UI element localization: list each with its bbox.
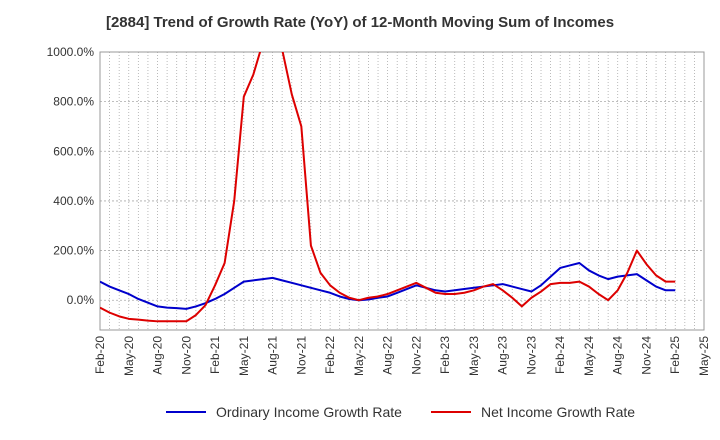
plot-border bbox=[99, 51, 705, 331]
x-tick-label: Feb-24 bbox=[553, 336, 567, 374]
x-tick-label: Feb-21 bbox=[208, 336, 222, 374]
y-tick-label: 200.0% bbox=[53, 244, 94, 258]
legend-swatch-ordinary-income bbox=[166, 411, 206, 413]
legend-item-net-income: Net Income Growth Rate bbox=[431, 404, 635, 420]
legend-label-ordinary-income: Ordinary Income Growth Rate bbox=[216, 404, 402, 420]
x-tick-label: Aug-22 bbox=[381, 336, 395, 375]
series-group bbox=[100, 52, 676, 323]
legend-swatch-net-income bbox=[431, 411, 471, 413]
x-tick-label: May-25 bbox=[697, 336, 711, 376]
x-tick-label: May-23 bbox=[467, 336, 481, 376]
x-tick-label: May-22 bbox=[352, 336, 366, 376]
tick-labels: 0.0% 200.0% 400.0% 600.0% 800.0% 1000.0% Feb-2… bbox=[47, 45, 711, 376]
x-tick-label: Feb-20 bbox=[93, 336, 107, 374]
x-tick-label: May-21 bbox=[237, 336, 251, 376]
legend-item-ordinary-income: Ordinary Income Growth Rate bbox=[166, 404, 402, 420]
x-tick-label: Aug-21 bbox=[266, 336, 280, 375]
x-tick-label: Nov-24 bbox=[639, 336, 653, 375]
x-tick-label: Nov-20 bbox=[179, 336, 193, 375]
x-tick-label: May-20 bbox=[122, 336, 136, 376]
x-tick-label: Feb-25 bbox=[668, 336, 682, 374]
y-tick-label: 400.0% bbox=[53, 194, 94, 208]
series-line-ordinary-income bbox=[100, 261, 676, 310]
axes bbox=[99, 51, 705, 331]
chart-title: [2884] Trend of Growth Rate (YoY) of 12-… bbox=[105, 14, 615, 31]
x-tick-label: Feb-23 bbox=[438, 336, 452, 374]
series-line-net-income bbox=[100, 52, 676, 323]
x-tick-label: Nov-21 bbox=[294, 336, 308, 375]
y-tick-label: 1000.0% bbox=[47, 45, 95, 59]
x-tick-label: Nov-22 bbox=[409, 336, 423, 375]
y-tick-label: 800.0% bbox=[53, 95, 94, 109]
x-tick-label: Aug-23 bbox=[496, 336, 510, 375]
x-tick-label: Nov-23 bbox=[524, 336, 538, 375]
x-tick-label: Aug-20 bbox=[151, 336, 165, 375]
y-tick-label: 600.0% bbox=[53, 144, 94, 158]
x-tick-label: May-24 bbox=[582, 336, 596, 376]
legend: Ordinary Income Growth Rate Net Income G… bbox=[0, 404, 720, 424]
x-tick-label: Feb-22 bbox=[323, 336, 337, 374]
x-tick-label: Aug-24 bbox=[611, 336, 625, 375]
y-tick-label: 0.0% bbox=[67, 293, 95, 307]
legend-label-net-income: Net Income Growth Rate bbox=[481, 404, 636, 420]
